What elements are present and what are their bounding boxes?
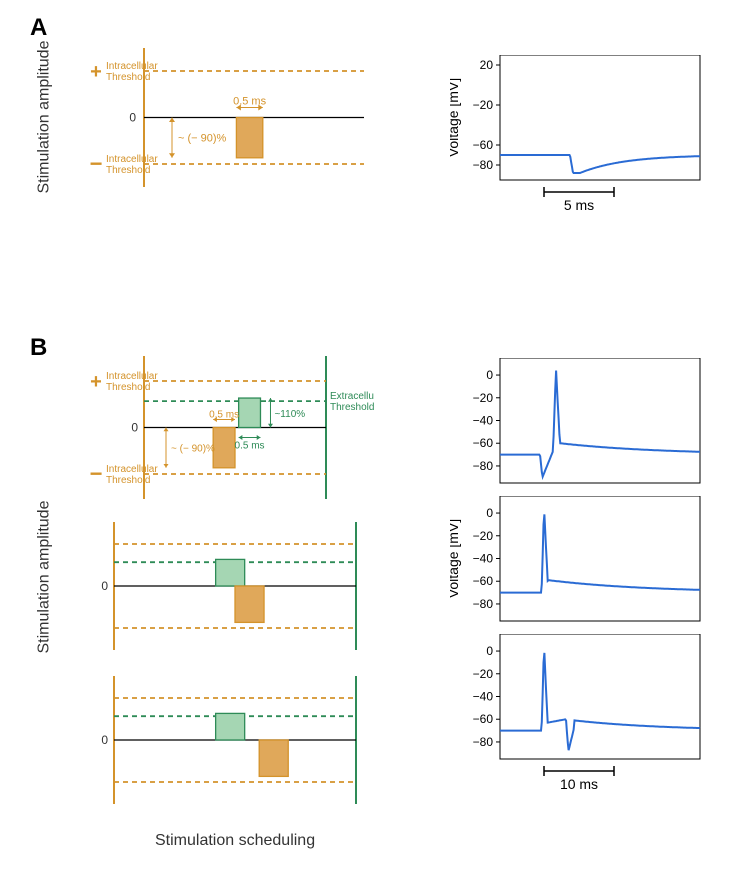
svg-text:0: 0 [131,421,138,435]
svg-text:0.5 ms: 0.5 ms [233,96,267,108]
svg-text:Intracellular: Intracellular [106,371,158,382]
svg-text:Voltage [mV]: Voltage [mV] [450,519,461,598]
panel-a-voltage-plot: 20 −20 −60 −80 Voltage [mV] 5 ms [450,55,722,210]
svg-text:0.5 ms: 0.5 ms [235,441,265,452]
svg-text:−40: −40 [473,414,494,428]
svg-text:0: 0 [486,506,493,520]
svg-text:−60: −60 [473,712,494,726]
svg-text:−60: −60 [473,574,494,588]
figure-root: A Stimulation amplitude 0+−Intracellular… [0,0,750,869]
panel-b-y-axis-label: Stimulation amplitude [35,501,53,654]
panel-b-voltage-plot-2: 0 −20 −40 −60 −80 Voltage [mV] [450,496,722,631]
svg-text:Extracellular: Extracellular [330,391,374,402]
svg-text:−20: −20 [473,391,494,405]
panel-b-voltage-plot-1: 0 −20 −40 −60 −80 [450,358,722,493]
svg-text:−60: −60 [473,138,494,152]
panel-b-label: B [30,334,47,362]
panel-a-y-axis-label: Stimulation amplitude [35,41,53,194]
svg-text:Intracellular: Intracellular [106,61,158,72]
svg-text:0: 0 [129,111,136,125]
svg-text:−: − [90,151,103,176]
svg-text:10 ms: 10 ms [560,776,598,791]
panel-b-stim-plot-3: 0 [84,670,374,810]
svg-text:−80: −80 [473,158,494,172]
svg-text:Intracellular: Intracellular [106,154,158,165]
svg-text:Voltage [mV]: Voltage [mV] [450,78,461,157]
panel-a-stim-plot: 0+−IntracellularThresholdIntracellularTh… [84,40,374,195]
svg-text:Threshold: Threshold [106,475,150,486]
svg-text:Threshold: Threshold [106,72,150,83]
svg-text:Threshold: Threshold [106,165,150,176]
panel-b-stim-plot-1: 0+−IntracellularThresholdIntracellularTh… [84,350,374,505]
svg-text:~110%: ~110% [274,409,305,420]
svg-text:−80: −80 [473,597,494,611]
svg-text:20: 20 [480,58,494,72]
svg-text:Intracellular: Intracellular [106,464,158,475]
svg-text:−40: −40 [473,552,494,566]
svg-text:−80: −80 [473,459,494,473]
svg-text:−80: −80 [473,735,494,749]
svg-text:0: 0 [486,644,493,658]
svg-text:~ (− 90)%: ~ (− 90)% [171,444,215,455]
svg-text:0.5 ms: 0.5 ms [209,410,239,421]
svg-text:+: + [90,61,102,83]
panel-b-voltage-plot-3: 0 −20 −40 −60 −80 10 ms [450,634,722,799]
svg-text:+: + [90,371,102,393]
svg-text:0: 0 [486,368,493,382]
svg-text:−20: −20 [473,667,494,681]
svg-text:−: − [90,461,103,486]
svg-text:Threshold: Threshold [330,402,374,413]
svg-text:5 ms: 5 ms [564,197,594,212]
svg-text:−40: −40 [473,690,494,704]
svg-text:−20: −20 [473,529,494,543]
svg-text:0: 0 [101,579,108,593]
svg-text:~ (− 90)%: ~ (− 90)% [178,133,227,145]
panel-b-x-axis-label: Stimulation scheduling [155,832,315,850]
panel-a-label: A [30,14,47,42]
panel-b-stim-plot-2: 0 [84,516,374,656]
svg-text:−60: −60 [473,436,494,450]
svg-text:−20: −20 [473,98,494,112]
svg-text:0: 0 [101,733,108,747]
svg-text:Threshold: Threshold [106,382,150,393]
